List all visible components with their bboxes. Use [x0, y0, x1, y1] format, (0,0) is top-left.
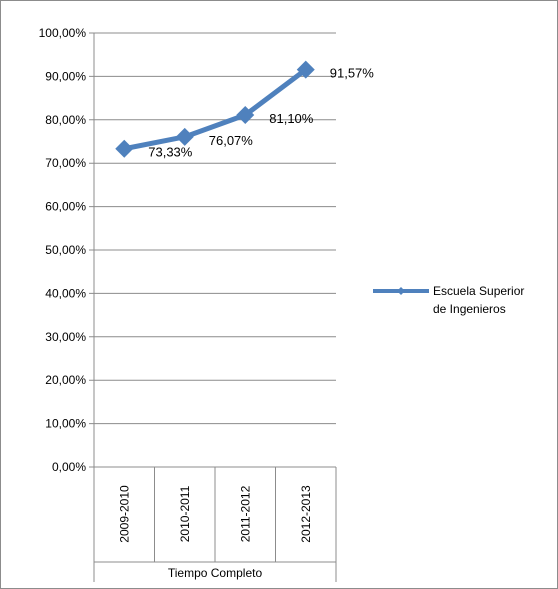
x-group-label: Tiempo Completo — [168, 566, 263, 580]
data-label: 91,57% — [330, 66, 375, 81]
data-point-marker — [296, 60, 315, 79]
y-tick-label: 20,00% — [45, 373, 86, 387]
y-tick-label: 70,00% — [45, 156, 86, 170]
y-tick-label: 100,00% — [39, 26, 87, 40]
data-point-marker — [236, 106, 255, 125]
y-tick-label: 90,00% — [45, 69, 86, 83]
series-line — [123, 67, 308, 152]
data-point-marker — [115, 139, 134, 158]
x-category-label: 2012-2013 — [299, 485, 313, 543]
y-tick-label: 10,00% — [45, 417, 86, 431]
y-tick-label: 60,00% — [45, 200, 86, 214]
data-label: 73,33% — [148, 145, 193, 160]
data-label: 81,10% — [269, 111, 314, 126]
legend: Escuela Superior de Ingenieros — [373, 284, 524, 316]
y-tick-label: 0,00% — [52, 460, 86, 474]
x-category-labels: 2009-2010 2010-2011 2011-2012 2012-2013 Tiem… — [117, 485, 313, 580]
y-tick-label: 40,00% — [45, 286, 86, 300]
axes — [93, 33, 337, 582]
x-category-label: 2011-2012 — [238, 485, 252, 542]
x-category-label: 2010-2011 — [178, 485, 192, 542]
y-tick-label: 50,00% — [45, 243, 86, 257]
y-tick-labels: 0,00% 10,00% 20,00% 30,00% 40,00% 50,00% 60,00… — [39, 26, 87, 474]
x-category-label: 2009-2010 — [117, 485, 131, 543]
data-labels: 73,33% 76,07% 81,10% 91,57% — [148, 66, 374, 160]
y-tick-label: 80,00% — [45, 113, 86, 127]
legend-entry: Escuela Superior de Ingenieros — [433, 284, 524, 316]
series-escuela-superior — [115, 60, 315, 158]
data-point-marker — [175, 127, 194, 146]
legend-marker — [397, 287, 405, 295]
data-label: 76,07% — [209, 133, 254, 148]
gridlines — [89, 32, 336, 468]
y-tick-label: 30,00% — [45, 330, 86, 344]
